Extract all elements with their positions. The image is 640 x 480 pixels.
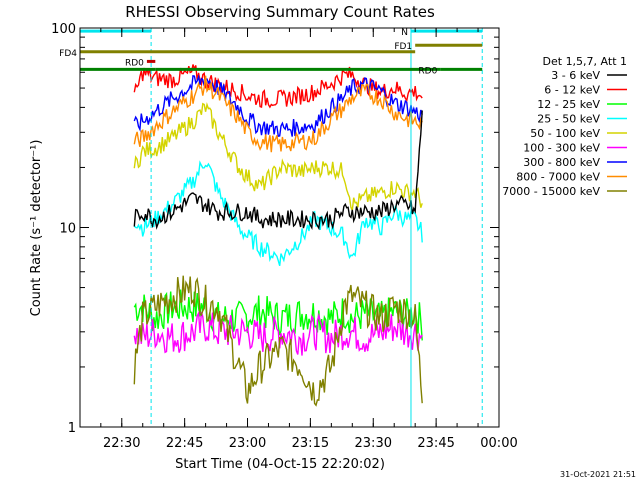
series-5 [133,310,423,356]
legend-label: 3 - 6 keV [551,69,600,82]
legend-label: 6 - 12 keV [544,84,600,97]
flag-label: RD0 [418,66,437,76]
legend-label: 300 - 800 keV [523,156,600,169]
x-tick-label: 22:30 [103,436,140,451]
series-line-0 [133,110,423,231]
x-tick-label: 23:45 [417,436,454,451]
x-axis-label: Start Time (04-Oct-15 22:20:02) [175,457,385,472]
x-tick-label: 23:15 [292,436,329,451]
flag-label: FD4 [59,49,77,59]
y-tick-label: 10 [59,222,76,237]
series-line-3 [133,160,423,266]
flag-2: FD4 [59,49,416,59]
series-line-4 [133,101,423,214]
series-line-6 [133,74,423,138]
legend-header: Det 1,5,7, Att 1 [543,55,627,68]
y-axis-label: Count Rate (s⁻¹ detector⁻¹) [29,140,44,317]
series-4 [133,101,423,214]
y-tick-label: 100 [51,22,76,37]
flag-1: FD1 [394,42,483,52]
flag-label: FD1 [394,42,412,52]
series-6 [133,74,423,138]
flag-3: RD0 [125,58,156,68]
legend-label: 100 - 300 keV [523,142,600,155]
chart-title: RHESSI Observing Summary Count Rates [125,3,435,21]
x-tick-label: 23:00 [229,436,266,451]
legend-label: 12 - 25 keV [537,98,600,111]
y-tick-label: 1 [68,421,76,436]
legend-label: 50 - 100 keV [530,127,600,140]
series-layer [133,64,423,407]
series-3 [133,160,423,266]
x-tick-label: 22:45 [166,436,203,451]
series-0 [133,110,423,231]
x-tick-label: 00:00 [480,436,517,451]
series-8 [133,275,423,407]
series-line-8 [133,275,423,407]
x-tick-label: 23:30 [355,436,392,451]
footer-date: 31-Oct-2021 21:51 [560,470,636,479]
flag-4: RD0 [80,66,483,76]
series-line-5 [133,310,423,356]
flag-label: RD0 [125,58,144,68]
legend-label: 25 - 50 keV [537,113,600,126]
flag-label: N [401,28,408,38]
legend-label: 800 - 7000 keV [516,171,600,184]
series-line-7 [133,75,423,153]
legend-label: 7000 - 15000 keV [502,185,600,198]
series-7 [133,75,423,153]
plot-frame [79,27,500,428]
axes: 1 10 100 22:30 22:45 23:00 23:15 23:30 23:45 00:0… [51,22,518,451]
